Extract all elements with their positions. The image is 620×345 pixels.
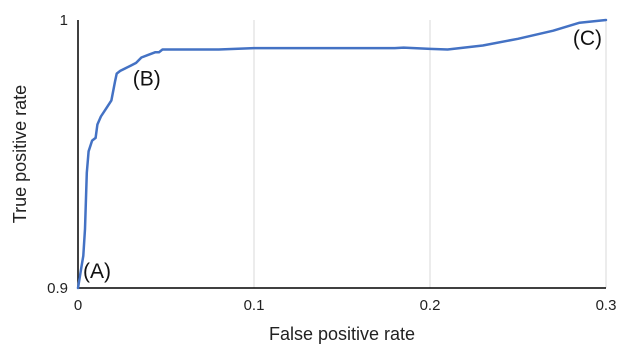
- annotation-label-1: (B): [133, 68, 161, 91]
- roc-curve: [76, 18, 608, 290]
- x-tick-label-3: 0.3: [596, 297, 617, 314]
- x-tick-label-1: 0.1: [244, 297, 265, 314]
- x-tick-label-2: 0.2: [420, 297, 441, 314]
- gridlines: [253, 20, 607, 288]
- y-tick-label-1: 1: [60, 12, 68, 29]
- tick-labels: 0 0.1 0.2 0.3 0.9 1: [47, 12, 616, 314]
- x-axis-title: False positive rate: [269, 324, 415, 344]
- annotation-label-2: (C): [573, 27, 602, 50]
- y-tick-label-0: 0.9: [47, 280, 68, 297]
- y-axis-title: True positive rate: [10, 85, 30, 223]
- x-tick-label-0: 0: [74, 297, 82, 314]
- point-annotations: (A) (B) (C): [83, 27, 602, 283]
- annotation-label-0: (A): [83, 260, 111, 283]
